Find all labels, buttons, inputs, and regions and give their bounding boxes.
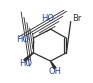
Text: HO: HO bbox=[19, 59, 32, 67]
Polygon shape bbox=[24, 53, 33, 61]
Text: OH: OH bbox=[48, 67, 61, 76]
Text: HO: HO bbox=[41, 14, 54, 23]
Text: Br: Br bbox=[72, 14, 82, 23]
Text: HO: HO bbox=[16, 35, 29, 44]
Polygon shape bbox=[51, 61, 56, 69]
